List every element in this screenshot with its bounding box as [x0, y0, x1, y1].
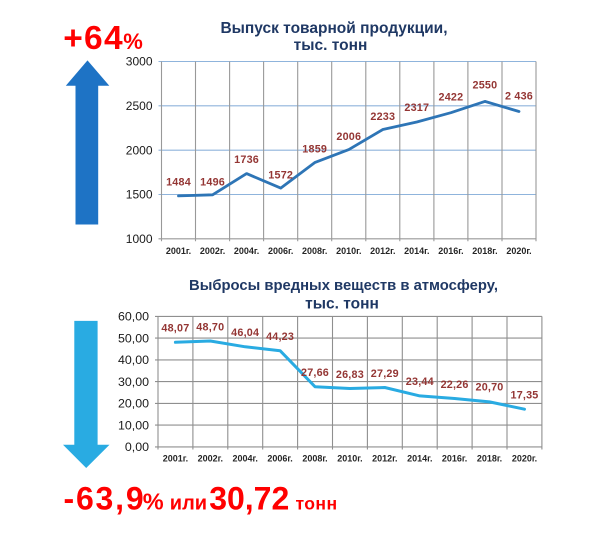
- svg-text:2000: 2000: [126, 143, 153, 157]
- svg-text:2001г.: 2001г.: [166, 246, 191, 256]
- svg-text:20,70: 20,70: [475, 382, 503, 394]
- svg-text:27,29: 27,29: [371, 368, 399, 380]
- svg-text:3000: 3000: [126, 55, 153, 69]
- svg-text:2004г.: 2004г.: [233, 454, 258, 464]
- svg-text:2016г.: 2016г.: [438, 246, 463, 256]
- svg-text:50,00: 50,00: [118, 331, 149, 345]
- svg-text:40,00: 40,00: [118, 353, 149, 367]
- svg-text:26,83: 26,83: [336, 369, 364, 381]
- svg-text:2020г.: 2020г.: [506, 246, 531, 256]
- svg-text:2001г.: 2001г.: [163, 454, 188, 464]
- svg-text:23,44: 23,44: [406, 376, 434, 388]
- svg-text:2010г.: 2010г.: [337, 454, 362, 464]
- svg-text:2002г.: 2002г.: [198, 454, 223, 464]
- svg-text:1736: 1736: [234, 154, 259, 166]
- svg-text:0,00: 0,00: [125, 440, 149, 454]
- svg-text:Выбросы вредных веществ в атмо: Выбросы вредных веществ в атмосферу,: [189, 278, 498, 294]
- svg-text:2012г.: 2012г.: [372, 454, 397, 464]
- svg-text:48,70: 48,70: [196, 321, 224, 333]
- svg-text:2500: 2500: [126, 99, 153, 113]
- svg-text:2006: 2006: [336, 131, 361, 143]
- svg-text:20,00: 20,00: [118, 397, 149, 411]
- svg-text:2020г.: 2020г.: [512, 454, 537, 464]
- svg-text:2006г.: 2006г.: [268, 246, 293, 256]
- svg-text:2004г.: 2004г.: [234, 246, 259, 256]
- svg-text:2014г.: 2014г.: [407, 454, 432, 464]
- svg-text:17,35: 17,35: [510, 390, 538, 402]
- svg-text:2006г.: 2006г.: [267, 454, 292, 464]
- svg-text:2008г.: 2008г.: [302, 454, 327, 464]
- svg-text:22,26: 22,26: [441, 379, 469, 391]
- svg-text:2550: 2550: [472, 80, 497, 92]
- svg-text:1484: 1484: [166, 176, 191, 188]
- svg-text:1500: 1500: [126, 188, 153, 202]
- svg-text:2018г.: 2018г.: [472, 246, 497, 256]
- svg-text:2008г.: 2008г.: [302, 246, 327, 256]
- svg-text:1000: 1000: [126, 232, 153, 246]
- svg-text:2 436: 2 436: [505, 91, 533, 103]
- svg-text:60,00: 60,00: [118, 310, 149, 324]
- svg-text:1496: 1496: [200, 177, 225, 189]
- svg-text:2016г.: 2016г.: [442, 454, 467, 464]
- svg-text:30,00: 30,00: [118, 375, 149, 389]
- svg-text:2018г.: 2018г.: [477, 454, 502, 464]
- svg-text:тыс. тонн: тыс. тонн: [294, 37, 368, 54]
- svg-text:тыс. тонн: тыс. тонн: [305, 295, 379, 312]
- svg-text:Выпуск товарной продукции,: Выпуск товарной продукции,: [220, 20, 447, 37]
- svg-text:46,04: 46,04: [231, 327, 259, 339]
- svg-text:10,00: 10,00: [118, 418, 149, 432]
- svg-text:2233: 2233: [370, 111, 395, 123]
- svg-text:44,23: 44,23: [266, 331, 294, 343]
- svg-text:2317: 2317: [404, 102, 429, 114]
- svg-text:2010г.: 2010г.: [336, 246, 361, 256]
- svg-text:2014г.: 2014г.: [404, 246, 429, 256]
- svg-text:48,07: 48,07: [161, 323, 189, 335]
- svg-text:27,66: 27,66: [301, 367, 329, 379]
- svg-text:1859: 1859: [302, 144, 327, 156]
- svg-text:2012г.: 2012г.: [370, 246, 395, 256]
- svg-text:1572: 1572: [268, 170, 293, 182]
- svg-text:2422: 2422: [438, 92, 463, 104]
- svg-text:2002г.: 2002г.: [200, 246, 225, 256]
